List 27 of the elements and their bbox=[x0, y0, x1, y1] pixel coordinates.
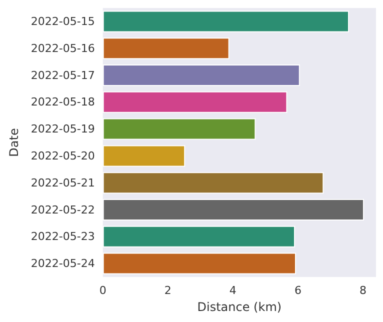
bar bbox=[102, 10, 350, 32]
y-tick-label: 2022-05-19 bbox=[30, 122, 95, 136]
y-tick-label: 2022-05-16 bbox=[30, 42, 95, 55]
bar bbox=[102, 38, 230, 60]
bar bbox=[102, 198, 364, 221]
x-tick-label: 2 bbox=[164, 284, 172, 297]
x-axis-title: Distance (km) bbox=[197, 300, 282, 314]
y-tick-label: 2022-05-15 bbox=[30, 14, 95, 28]
y-tick-label: 2022-05-21 bbox=[30, 176, 95, 190]
x-tick-label: 0 bbox=[99, 284, 106, 297]
y-tick-label: 2022-05-23 bbox=[30, 230, 95, 244]
y-tick-label: 2022-05-17 bbox=[30, 68, 95, 82]
y-tick-label: 2022-05-24 bbox=[30, 257, 95, 270]
bar bbox=[102, 145, 186, 167]
bar bbox=[102, 252, 296, 274]
x-tick-label: 6 bbox=[294, 284, 302, 297]
x-tick-label: 4 bbox=[229, 284, 236, 297]
bar bbox=[102, 118, 256, 140]
y-tick-label: 2022-05-18 bbox=[30, 96, 95, 109]
bar bbox=[102, 91, 288, 113]
bar bbox=[102, 226, 296, 248]
y-axis-title: Date bbox=[7, 128, 21, 157]
x-tick-label: 8 bbox=[359, 284, 366, 297]
y-tick-label: 2022-05-22 bbox=[30, 203, 95, 216]
y-tick-label: 2022-05-20 bbox=[30, 149, 95, 162]
bar bbox=[102, 64, 300, 86]
bar bbox=[102, 172, 324, 194]
